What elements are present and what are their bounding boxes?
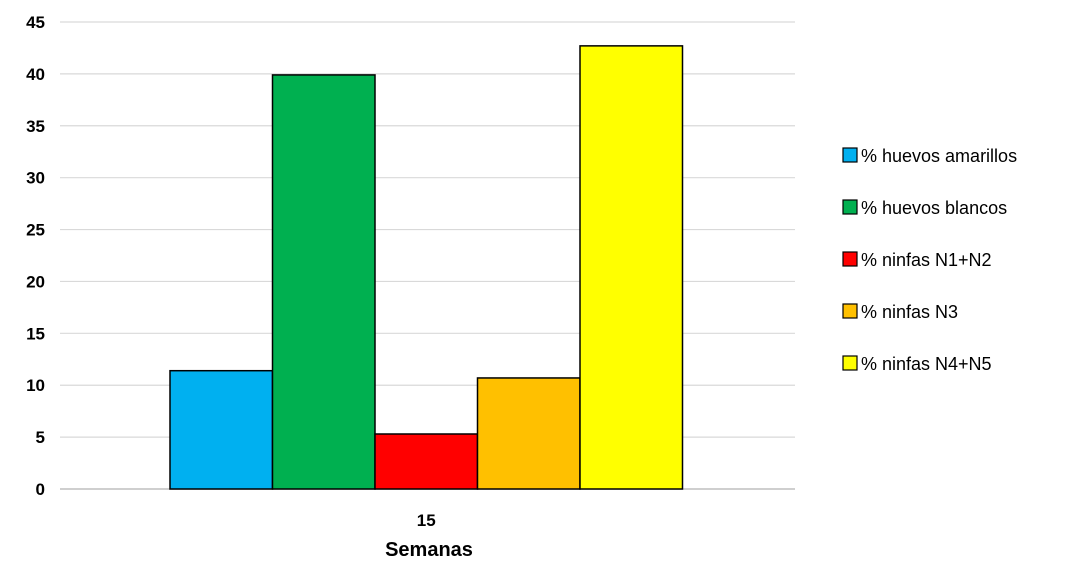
legend-swatch xyxy=(842,303,858,319)
bar-5 xyxy=(579,45,684,490)
bar-2 xyxy=(271,74,376,490)
x-tick-label: 15 xyxy=(417,511,436,530)
bar-1 xyxy=(169,369,274,490)
legend-swatch xyxy=(842,199,858,215)
legend-swatch xyxy=(842,147,858,163)
bar-3 xyxy=(374,433,479,490)
legend-label: % huevos amarillos xyxy=(861,146,1017,166)
legend: % huevos amarillos % huevos blancos % ninf… xyxy=(842,146,1017,374)
legend-label: % ninfas N4+N5 xyxy=(861,354,992,374)
y-tick-label: 30 xyxy=(26,169,45,188)
y-tick-label: 25 xyxy=(26,221,45,240)
legend-label: % huevos blancos xyxy=(861,198,1007,218)
y-tick-label: 40 xyxy=(26,65,45,84)
legend-swatch xyxy=(842,355,858,371)
bars-layer xyxy=(169,45,684,490)
y-tick-label: 15 xyxy=(26,324,45,343)
y-tick-label: 10 xyxy=(26,376,45,395)
legend-label: % ninfas N1+N2 xyxy=(861,250,992,270)
bar-4 xyxy=(476,377,581,490)
legend-swatch xyxy=(842,251,858,267)
y-tick-label: 35 xyxy=(26,117,45,136)
y-tick-label: 20 xyxy=(26,272,45,291)
y-tick-label: 45 xyxy=(26,13,45,32)
x-axis-title: Semanas xyxy=(385,539,473,561)
legend-label: % ninfas N3 xyxy=(861,302,958,322)
y-tick-label: 5 xyxy=(36,428,45,447)
axis-layer: 0 5 10 15 20 25 30 35 40 45 15 xyxy=(26,13,436,530)
y-tick-label: 0 xyxy=(36,480,45,499)
